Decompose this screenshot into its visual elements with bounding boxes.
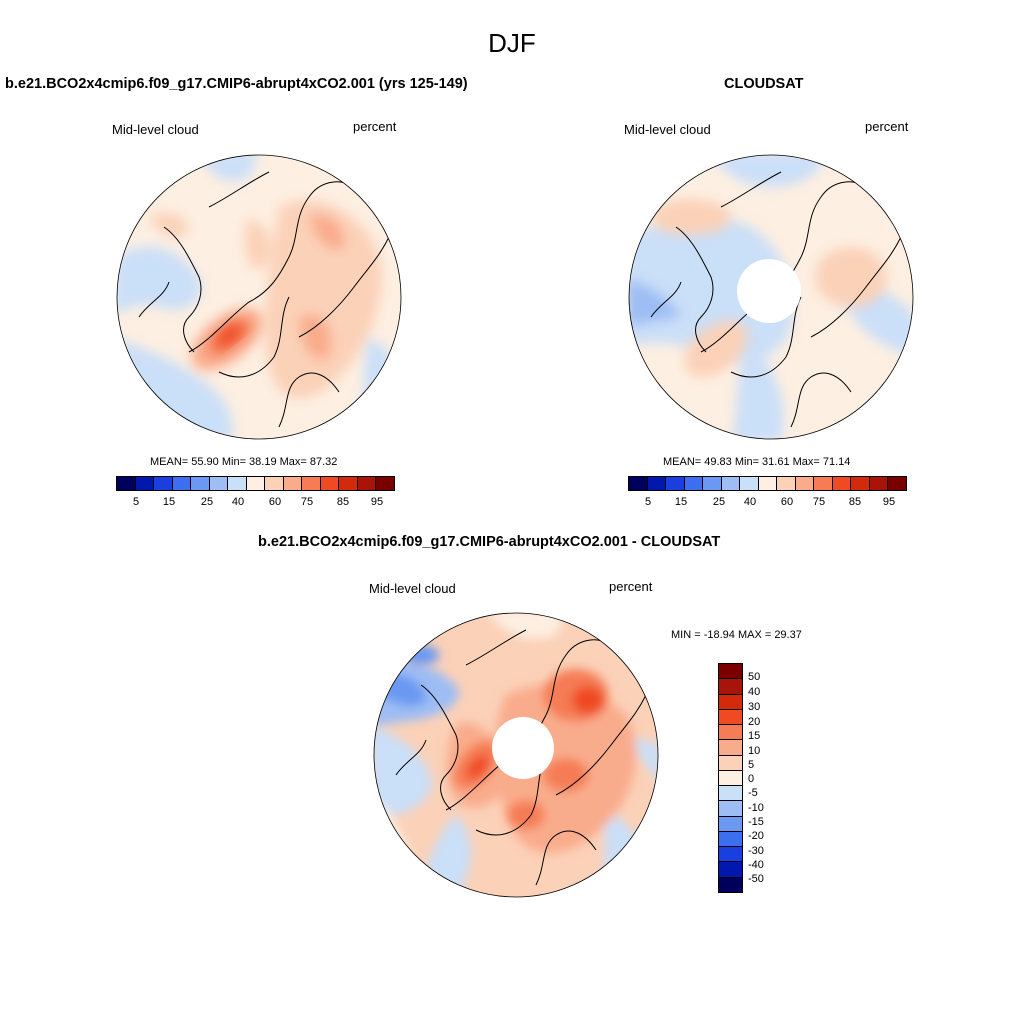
colorbar-2-swatch [684, 477, 704, 490]
colorbar-2-swatch [721, 477, 741, 490]
panel-3-stats: MIN = -18.94 MAX = 29.37 [671, 629, 802, 641]
colorbar-2-swatch [703, 477, 722, 490]
colorbar-1-swatch [265, 477, 284, 490]
colorbar-2-tick: 95 [882, 496, 896, 508]
colorbar-1-swatch [191, 477, 210, 490]
panel-1-title: b.e21.BCO2x4cmip6.f09_g17.CMIP6-abrupt4x… [5, 76, 468, 92]
colorbar-1-swatch [154, 477, 173, 490]
colorbar-3-swatch [719, 786, 742, 802]
colorbar-1-swatch [172, 477, 192, 490]
colorbar-2-tick: 5 [644, 496, 652, 508]
colorbar-3-swatch [719, 694, 742, 710]
colorbar-1-tick: 85 [336, 496, 350, 508]
colorbar-2-tick: 85 [848, 496, 862, 508]
colorbar-1-swatch [376, 477, 394, 490]
colorbar-3-swatch [719, 755, 742, 771]
panel-1-variable-label: Mid-level cloud [112, 122, 199, 137]
panel-1-units-label: percent [353, 119, 397, 134]
colorbar-2-swatch [666, 477, 685, 490]
colorbar-1-tick: 60 [268, 496, 282, 508]
colorbar-1-swatch [302, 477, 321, 490]
colorbar-2-swatch [795, 477, 815, 490]
panel-3-colorbar [718, 663, 743, 893]
colorbar-2-swatch [851, 477, 870, 490]
panel-2-title: CLOUDSAT [724, 76, 804, 92]
colorbar-3-tick: -5 [748, 787, 758, 799]
colorbar-1-swatch [135, 477, 155, 490]
colorbar-1-tick: 5 [132, 496, 140, 508]
colorbar-1-swatch [117, 477, 136, 490]
colorbar-2-swatch [888, 477, 906, 490]
colorbar-3-tick: -40 [748, 859, 764, 871]
colorbar-1-tick: 40 [231, 496, 245, 508]
panel-2-stats: MEAN= 49.83 Min= 31.61 Max= 71.14 [663, 456, 851, 468]
panel-3-variable-label: Mid-level cloud [369, 581, 456, 596]
colorbar-3-tick: 30 [748, 701, 761, 713]
colorbar-1-swatch [320, 477, 340, 490]
panel-1-stats: MEAN= 55.90 Min= 38.19 Max= 87.32 [150, 456, 338, 468]
colorbar-3-tick: -10 [748, 802, 764, 814]
colorbar-2-tick: 15 [674, 496, 688, 508]
colorbar-1-tick: 95 [370, 496, 384, 508]
colorbar-3-swatch [719, 709, 742, 726]
colorbar-3-tick: 0 [748, 773, 755, 785]
colorbar-2-swatch [647, 477, 667, 490]
colorbar-2-tick: 75 [812, 496, 826, 508]
colorbar-2-tick: 60 [780, 496, 794, 508]
panel-3-title: b.e21.BCO2x4cmip6.f09_g17.CMIP6-abrupt4x… [258, 534, 721, 550]
colorbar-3-tick: 10 [748, 745, 761, 757]
colorbar-3-tick: -20 [748, 830, 764, 842]
colorbar-1-tick: 75 [300, 496, 314, 508]
colorbar-1-swatch [228, 477, 247, 490]
colorbar-3-tick: 40 [748, 686, 761, 698]
colorbar-1-swatch [357, 477, 377, 490]
colorbar-1-swatch [246, 477, 266, 490]
colorbar-3-tick: 20 [748, 716, 761, 728]
colorbar-2-tick: 25 [712, 496, 726, 508]
panel-2-map [628, 154, 914, 440]
colorbar-3-swatch [719, 862, 742, 878]
colorbar-2-swatch [740, 477, 759, 490]
colorbar-3-tick: 5 [748, 759, 755, 771]
panel-2-units-label: percent [865, 119, 909, 134]
colorbar-3-tick: -15 [748, 816, 764, 828]
colorbar-2-swatch [814, 477, 833, 490]
colorbar-2-swatch [869, 477, 889, 490]
colorbar-2-swatch [777, 477, 796, 490]
colorbar-3-swatch [719, 679, 742, 695]
colorbar-3-swatch [719, 816, 742, 832]
colorbar-2-swatch [758, 477, 778, 490]
colorbar-3-swatch [719, 664, 742, 680]
colorbar-1-tick: 25 [200, 496, 214, 508]
colorbar-3-swatch [719, 725, 742, 741]
figure-title: DJF [488, 28, 536, 58]
panel-1-map [116, 154, 402, 440]
colorbar-1-swatch [283, 477, 303, 490]
colorbar-3-swatch [719, 770, 742, 787]
colorbar-3-tick: -30 [748, 845, 764, 857]
colorbar-2-swatch [629, 477, 648, 490]
panel-3-units-label: percent [609, 579, 653, 594]
panel-1-colorbar [116, 476, 395, 491]
colorbar-3-swatch [719, 847, 742, 863]
panel-2-variable-label: Mid-level cloud [624, 122, 711, 137]
colorbar-3-tick: -50 [748, 873, 764, 885]
colorbar-1-swatch [339, 477, 358, 490]
colorbar-3-swatch [719, 831, 742, 848]
colorbar-3-tick: 15 [748, 730, 761, 742]
colorbar-1-swatch [209, 477, 229, 490]
colorbar-3-swatch [719, 801, 742, 817]
colorbar-3-swatch [719, 877, 742, 892]
colorbar-3-tick: 50 [748, 671, 761, 683]
colorbar-1-tick: 15 [162, 496, 176, 508]
panel-2-colorbar [628, 476, 907, 491]
panel-3-map [373, 612, 659, 898]
colorbar-2-swatch [832, 477, 852, 490]
colorbar-3-swatch [719, 740, 742, 756]
colorbar-2-tick: 40 [743, 496, 757, 508]
